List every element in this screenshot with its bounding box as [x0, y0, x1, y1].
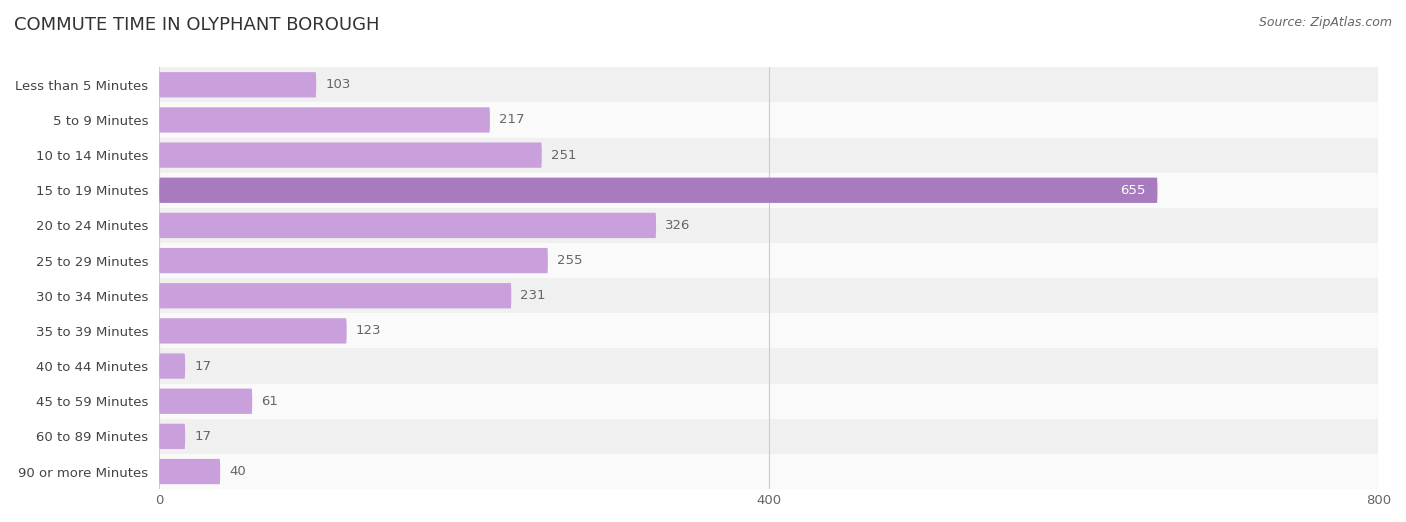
- FancyBboxPatch shape: [159, 177, 1157, 203]
- Text: 655: 655: [1121, 184, 1146, 197]
- Bar: [159, 278, 1378, 313]
- Bar: [159, 349, 1378, 384]
- Text: 217: 217: [499, 113, 524, 126]
- Text: 255: 255: [557, 254, 582, 267]
- Text: 231: 231: [520, 289, 546, 302]
- Text: 251: 251: [551, 149, 576, 162]
- Bar: [159, 67, 1378, 102]
- Bar: [159, 384, 1378, 419]
- FancyBboxPatch shape: [159, 318, 347, 343]
- FancyBboxPatch shape: [159, 283, 512, 309]
- Text: 61: 61: [262, 395, 278, 408]
- Bar: [159, 313, 1378, 349]
- Text: 40: 40: [229, 465, 246, 478]
- FancyBboxPatch shape: [159, 143, 541, 168]
- Text: 17: 17: [194, 360, 211, 373]
- FancyBboxPatch shape: [159, 388, 252, 414]
- Bar: [159, 419, 1378, 454]
- FancyBboxPatch shape: [159, 248, 548, 273]
- FancyBboxPatch shape: [159, 72, 316, 98]
- Text: 326: 326: [665, 219, 690, 232]
- Text: 103: 103: [325, 78, 350, 91]
- Text: COMMUTE TIME IN OLYPHANT BOROUGH: COMMUTE TIME IN OLYPHANT BOROUGH: [14, 16, 380, 33]
- Bar: [159, 208, 1378, 243]
- FancyBboxPatch shape: [159, 213, 657, 238]
- FancyBboxPatch shape: [159, 353, 186, 379]
- Text: 123: 123: [356, 324, 381, 337]
- Bar: [159, 102, 1378, 137]
- Text: Source: ZipAtlas.com: Source: ZipAtlas.com: [1258, 16, 1392, 29]
- Text: 17: 17: [194, 430, 211, 443]
- Bar: [159, 173, 1378, 208]
- Bar: [159, 137, 1378, 173]
- FancyBboxPatch shape: [159, 424, 186, 449]
- FancyBboxPatch shape: [159, 459, 221, 484]
- FancyBboxPatch shape: [159, 108, 489, 133]
- Bar: [159, 243, 1378, 278]
- Bar: [159, 454, 1378, 489]
